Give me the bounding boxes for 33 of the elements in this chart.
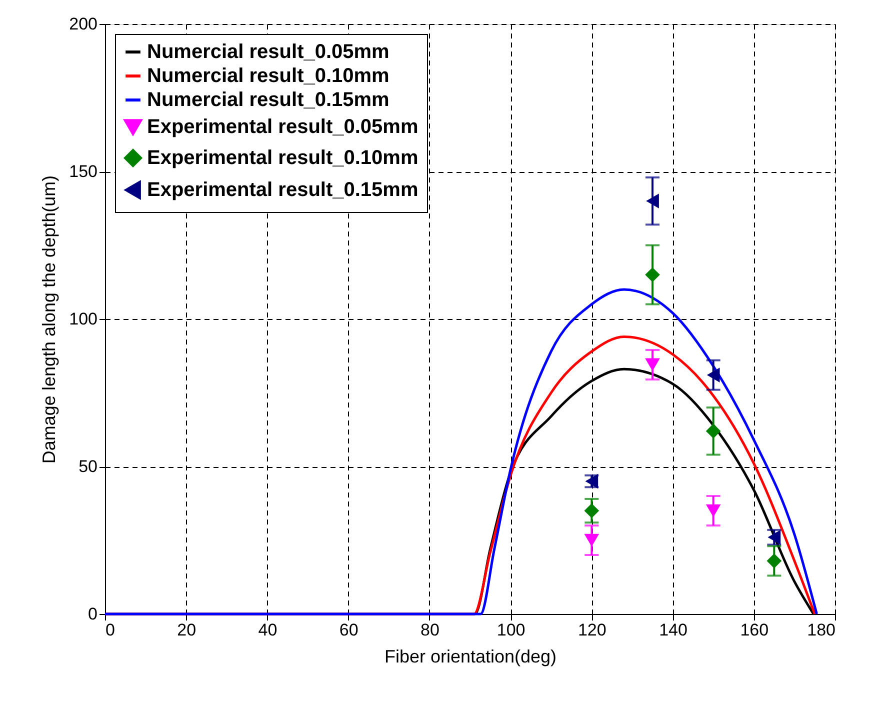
y-tick-label: 200 [69,14,98,34]
legend-label: Experimental result_0.15mm [147,179,418,201]
x-tick-label: 120 [578,620,606,640]
legend-label: Experimental result_0.05mm [147,116,418,138]
point [766,553,782,568]
x-tick-label: 80 [420,620,440,640]
y-tick-label: 50 [78,457,98,476]
x-tick-label: 100 [496,620,526,640]
x-tick-label: 40 [258,620,278,640]
x-tick-label: 160 [740,620,769,640]
x-tick-label: 0 [106,620,115,640]
point [584,534,600,547]
point [645,267,660,282]
x-tick-label: 140 [659,620,688,640]
point [584,503,600,518]
y-axis-title: Damage length along the depth(um) [39,175,60,464]
x-tick-label: 20 [177,620,196,640]
y-tick-label: 100 [69,310,98,328]
y-tick-label: 0 [88,604,98,624]
y-tick-label: 150 [69,162,98,181]
point [645,358,660,372]
legend-label: Numercial result_0.15mm [147,89,390,111]
legend-label: Numercial result_0.10mm [147,65,390,87]
legend-label: Numercial result_0.05mm [147,41,390,63]
x-axis-title: Fiber orientation(deg) [384,646,557,666]
point [646,194,659,208]
point [706,504,721,518]
x-tick-label: 60 [339,620,358,640]
x-tick-label: 180 [807,620,836,640]
legend-label: Experimental result_0.10mm [147,147,418,169]
point [768,530,781,545]
point [706,424,721,439]
point [706,368,720,382]
